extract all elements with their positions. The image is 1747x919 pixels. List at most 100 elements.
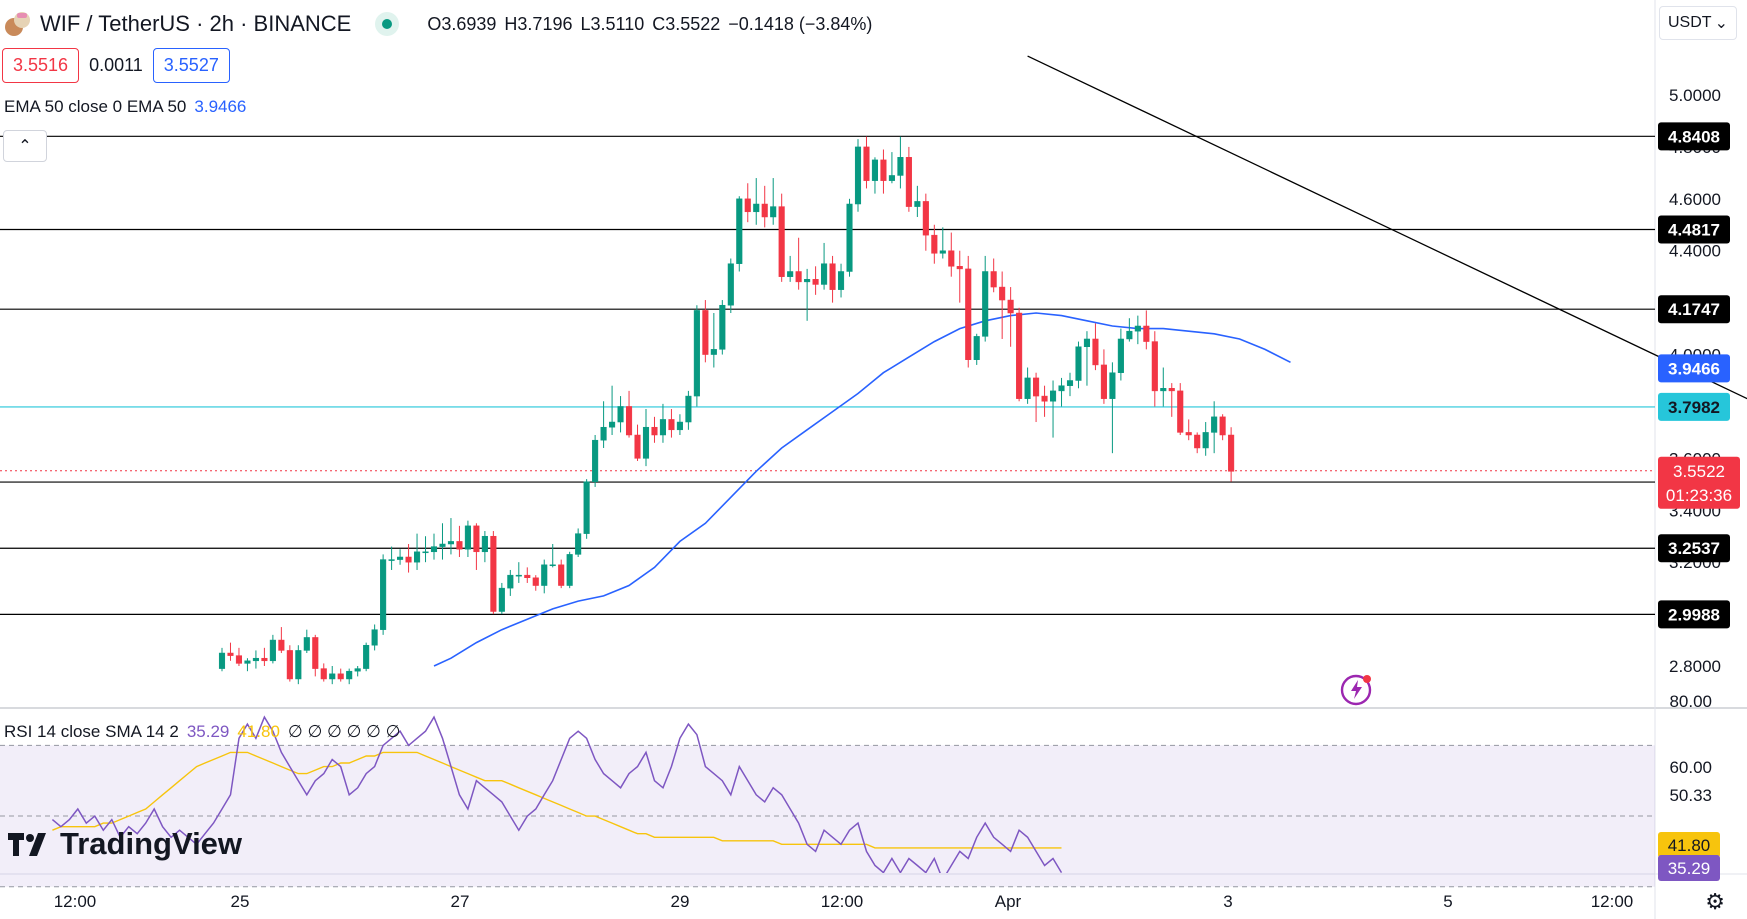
candle-body bbox=[1083, 338, 1091, 348]
candle bbox=[787, 255, 794, 282]
time-tick-label: 12:00 bbox=[54, 892, 97, 911]
candle-body bbox=[812, 279, 819, 285]
level-price-label: 2.9988 bbox=[1658, 600, 1730, 629]
ema-legend-value: 3.9466 bbox=[194, 97, 247, 116]
price-tick-label: 4.4000 bbox=[1669, 242, 1721, 261]
ema-legend[interactable]: EMA 50 close 0 EMA 50 3.9466 bbox=[4, 97, 246, 117]
tradingview-wordmark: TradingView bbox=[60, 826, 243, 861]
gear-icon[interactable]: ⚙ bbox=[1705, 889, 1725, 914]
candle-body bbox=[473, 525, 480, 553]
candle bbox=[515, 562, 522, 583]
level-price-label-text: 2.9988 bbox=[1668, 605, 1720, 624]
candle-body bbox=[1194, 434, 1201, 449]
rsi-legend-value: 35.29 bbox=[186, 722, 230, 741]
level-price-label: 4.8408 bbox=[1658, 122, 1730, 151]
candle-body bbox=[583, 481, 590, 534]
candle-body bbox=[1109, 372, 1116, 399]
candle bbox=[1041, 385, 1048, 417]
candle-body bbox=[617, 406, 624, 423]
chevron-down-icon: ⌄ bbox=[1714, 15, 1728, 32]
candle-body bbox=[1066, 380, 1074, 386]
candle bbox=[668, 409, 675, 438]
candle-body bbox=[261, 657, 268, 662]
candle bbox=[295, 645, 302, 685]
candle bbox=[1049, 380, 1057, 438]
candle-body bbox=[380, 559, 387, 630]
rsi-legend-extra: ∅ ∅ ∅ ∅ ∅ ∅ bbox=[287, 722, 401, 741]
lightning-icon[interactable] bbox=[1340, 672, 1374, 706]
last-price-label: 3.5522 01:23:36 bbox=[1658, 456, 1740, 509]
candle-body bbox=[439, 543, 446, 547]
candle bbox=[651, 416, 658, 443]
candle bbox=[702, 300, 709, 363]
candle bbox=[329, 666, 336, 685]
candle bbox=[1117, 328, 1124, 381]
cyan-price-label-bg bbox=[1658, 392, 1730, 421]
candle-body bbox=[1143, 325, 1150, 342]
candle bbox=[1143, 310, 1150, 350]
candle-body bbox=[566, 554, 573, 586]
symbol-title[interactable]: WIF / TetherUS · 2h · BINANCE bbox=[40, 11, 352, 36]
candle bbox=[422, 536, 429, 563]
candle bbox=[1219, 414, 1226, 441]
candle bbox=[659, 403, 667, 443]
currency-value: USDT bbox=[1668, 14, 1712, 31]
candle bbox=[931, 224, 938, 264]
candle-body bbox=[549, 564, 556, 567]
candle-body bbox=[1202, 432, 1209, 449]
candle-body bbox=[312, 637, 319, 669]
candle bbox=[473, 523, 480, 570]
currency-select[interactable]: USDT ⌄ bbox=[1659, 6, 1737, 40]
candle-body bbox=[982, 271, 989, 337]
market-open-icon[interactable] bbox=[375, 12, 400, 36]
candle-body bbox=[761, 203, 768, 218]
candle-body bbox=[269, 639, 276, 662]
candle bbox=[413, 533, 421, 570]
ema-legend-label: EMA 50 close 0 EMA 50 bbox=[4, 97, 187, 116]
candle bbox=[778, 193, 785, 282]
candle bbox=[880, 149, 887, 194]
candle bbox=[1177, 383, 1184, 436]
collapse-legend-button[interactable]: ⌃ bbox=[3, 130, 47, 162]
candle bbox=[1016, 307, 1023, 402]
candle-body bbox=[846, 203, 853, 272]
candle-body bbox=[634, 434, 641, 459]
candle-body bbox=[1033, 377, 1040, 397]
candle-body bbox=[1134, 325, 1141, 332]
candle bbox=[1033, 372, 1040, 423]
buy-price-button[interactable]: 3.5527 bbox=[152, 48, 230, 83]
candle bbox=[625, 390, 633, 438]
candle-body bbox=[524, 574, 531, 579]
candle bbox=[1075, 341, 1082, 389]
ohlc-readout: O3.6939 H3.7196 L3.5110 C3.5522 −0.1418 … bbox=[427, 14, 872, 35]
time-tick-label: 25 bbox=[231, 892, 250, 911]
candle bbox=[286, 645, 293, 682]
rsi-sma-price-label: 41.80 bbox=[1658, 832, 1720, 859]
candle bbox=[1083, 331, 1091, 386]
tradingview-logo[interactable]: TradingView bbox=[8, 826, 242, 862]
level-price-label-text: 4.4817 bbox=[1668, 221, 1720, 240]
time-tick-label: 27 bbox=[451, 892, 470, 911]
candle bbox=[498, 582, 505, 615]
rsi-legend[interactable]: RSI 14 close SMA 14 2 35.29 41.80 ∅ ∅ ∅ … bbox=[4, 722, 400, 742]
candle-body bbox=[1151, 341, 1158, 392]
candle-body bbox=[1075, 346, 1082, 381]
candle-body bbox=[659, 419, 667, 436]
candle bbox=[609, 385, 616, 436]
sell-price-button[interactable]: 3.5516 bbox=[2, 48, 80, 83]
candle bbox=[642, 409, 650, 467]
candle bbox=[507, 569, 514, 596]
candle-body bbox=[770, 206, 777, 218]
time-tick-label: 3 bbox=[1223, 892, 1232, 911]
candle bbox=[1092, 323, 1099, 371]
candle bbox=[821, 242, 828, 290]
time-tick-label: Apr bbox=[995, 892, 1022, 911]
candle-body bbox=[252, 657, 259, 662]
level-price-label: 3.2537 bbox=[1658, 534, 1730, 563]
candle bbox=[812, 266, 819, 295]
candle bbox=[312, 634, 319, 677]
candle bbox=[1185, 419, 1192, 441]
candle-body bbox=[693, 310, 700, 397]
candle-body bbox=[227, 652, 234, 656]
